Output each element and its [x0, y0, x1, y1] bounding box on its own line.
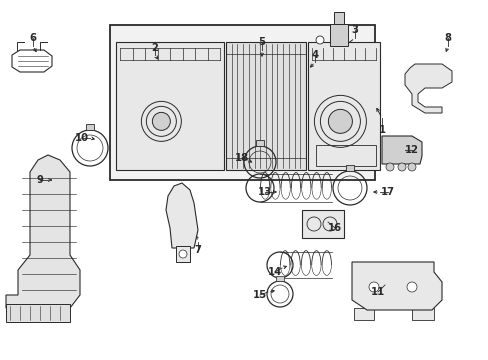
Text: 16: 16 [327, 223, 342, 233]
Polygon shape [6, 155, 80, 308]
Bar [346, 165, 353, 171]
Circle shape [406, 282, 416, 292]
Text: 9: 9 [37, 175, 43, 185]
Text: 7: 7 [194, 245, 201, 255]
Polygon shape [404, 64, 451, 113]
Text: 17: 17 [380, 187, 394, 197]
Text: 2: 2 [151, 43, 158, 53]
Bar [176, 246, 190, 262]
Bar [411, 308, 433, 320]
Text: 12: 12 [404, 145, 418, 155]
Text: 6: 6 [29, 33, 37, 43]
Bar [302, 210, 343, 238]
Circle shape [328, 109, 352, 133]
Text: 1: 1 [378, 125, 385, 135]
Bar [307, 42, 379, 170]
Bar [110, 25, 374, 180]
Text: 13: 13 [258, 187, 271, 197]
Bar [333, 12, 343, 24]
Bar [353, 308, 373, 320]
Circle shape [315, 36, 324, 44]
Bar [329, 24, 347, 46]
Text: 4: 4 [311, 50, 318, 60]
Bar [86, 124, 94, 130]
Bar [275, 276, 284, 281]
Polygon shape [381, 136, 421, 164]
Text: 3: 3 [351, 25, 358, 35]
Text: 10: 10 [75, 133, 89, 143]
Text: 15: 15 [252, 290, 266, 300]
Bar [256, 140, 264, 146]
Text: 14: 14 [267, 267, 282, 277]
Text: 8: 8 [444, 33, 450, 43]
Polygon shape [351, 262, 441, 310]
Circle shape [397, 163, 405, 171]
Text: 11: 11 [370, 287, 385, 297]
Circle shape [407, 163, 415, 171]
Bar [225, 42, 305, 170]
Circle shape [152, 112, 170, 130]
Polygon shape [165, 183, 198, 248]
Circle shape [385, 163, 393, 171]
Text: 18: 18 [234, 153, 248, 163]
Circle shape [179, 250, 186, 258]
Bar [6, 304, 70, 322]
Text: 5: 5 [258, 37, 265, 47]
Bar [116, 42, 224, 170]
Circle shape [368, 282, 378, 292]
